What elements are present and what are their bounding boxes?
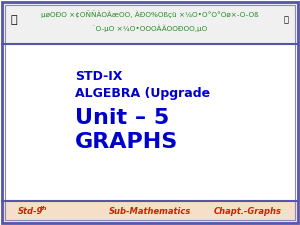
Text: ALGEBRA (Upgrade: ALGEBRA (Upgrade xyxy=(75,88,210,101)
Text: Sub-Mathematics: Sub-Mathematics xyxy=(109,207,191,216)
Text: GRAPHS: GRAPHS xyxy=(75,132,178,152)
Text: Unit – 5: Unit – 5 xyxy=(75,108,169,128)
Text: ˙O-µO ×¼O•OOOÀÀOOÐOO,µO: ˙O-µO ×¼O•OOOÀÀOOÐOO,µO xyxy=(92,24,208,32)
Text: Std-9: Std-9 xyxy=(18,207,44,216)
Text: µøOÐO ×¢OÑÑÀOÀæOO, ÀÐO%Oßçü ×¼O•O°O°Oø×-O-Oß: µøOÐO ×¢OÑÑÀOÀæOO, ÀÐO%Oßçü ×¼O•O°O°Oø×-… xyxy=(41,10,259,18)
Text: th: th xyxy=(40,207,47,212)
Text: STD-IX: STD-IX xyxy=(75,70,122,83)
Bar xyxy=(2,201,298,223)
Text: 🐝: 🐝 xyxy=(284,16,289,25)
Text: Chapt.-Graphs: Chapt.-Graphs xyxy=(214,207,282,216)
Bar xyxy=(2,2,298,44)
Text: 🌲: 🌲 xyxy=(11,15,17,25)
